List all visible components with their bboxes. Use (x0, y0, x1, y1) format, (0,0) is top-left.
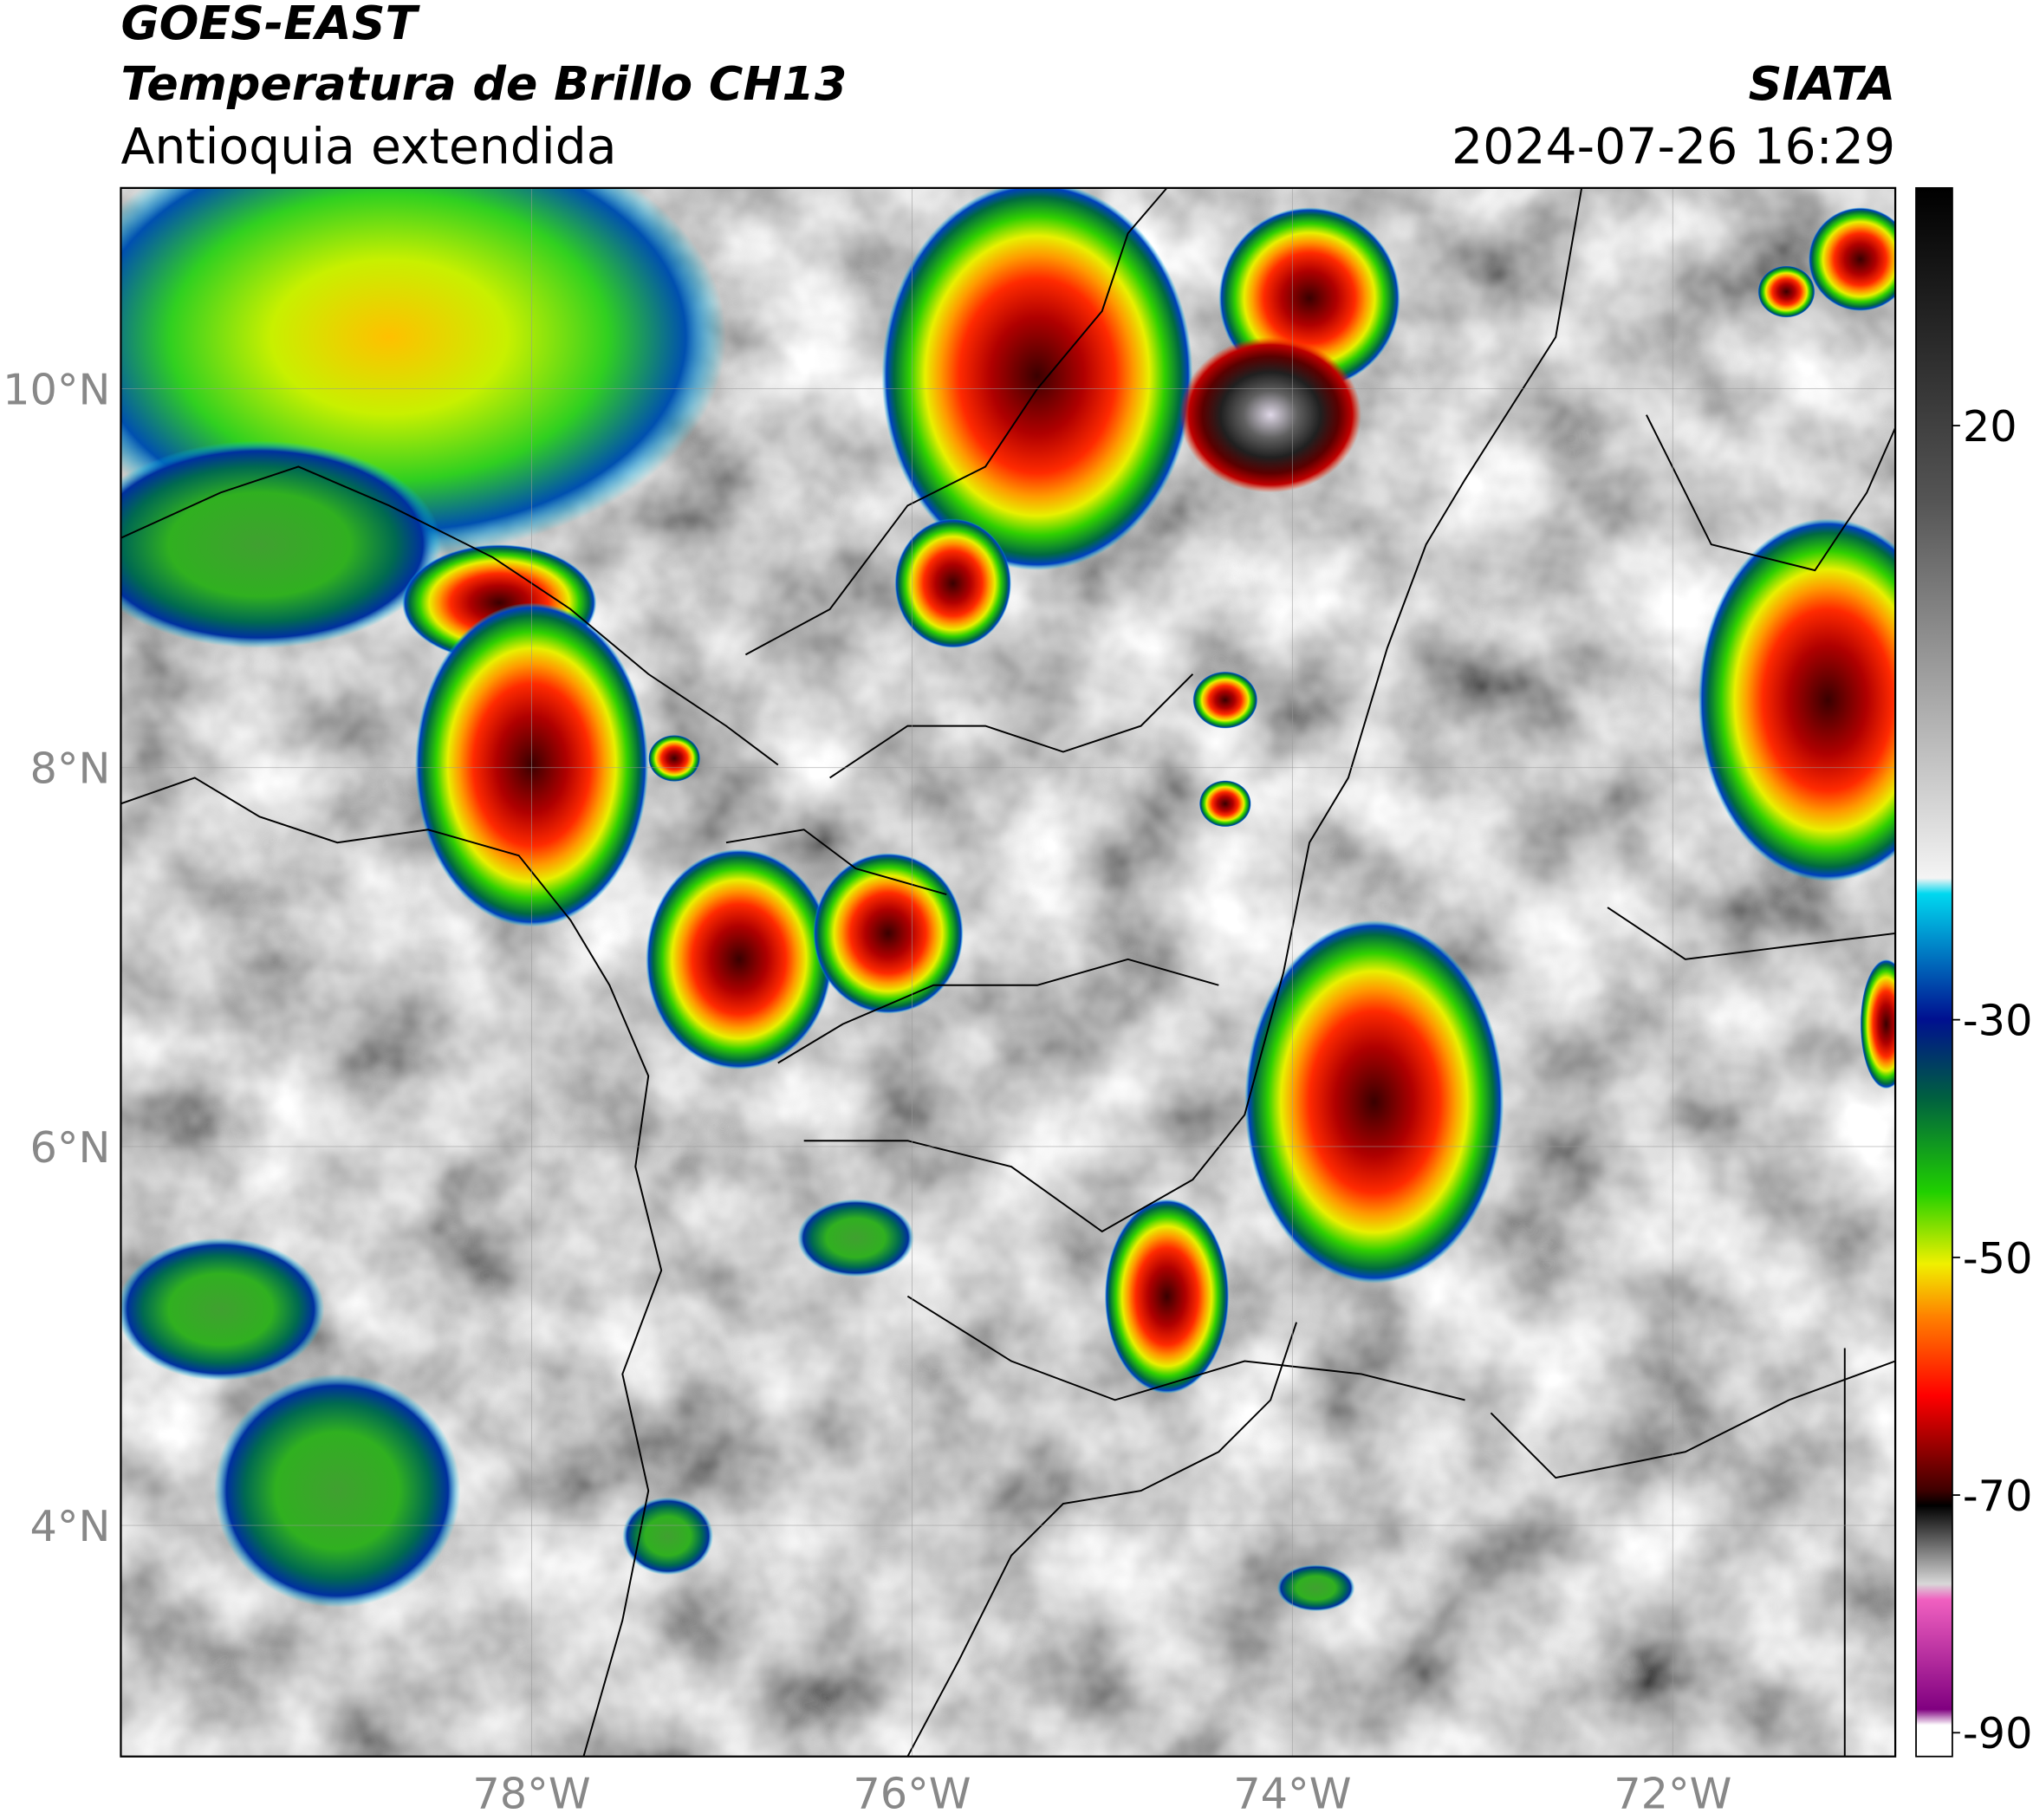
colorbar-tick-label: -30 (1963, 996, 2033, 1046)
source: SIATA (1749, 56, 1896, 111)
lon-tick-label: 76°W (853, 1769, 971, 1819)
lon-tick-label: 72°W (1614, 1769, 1731, 1819)
lat-tick-label: 4°N (30, 1501, 111, 1551)
region: Antioquia extendida (120, 118, 616, 175)
satellite-image (120, 187, 1896, 1757)
title: GOES-EAST (120, 0, 420, 50)
graticule (120, 187, 1896, 1757)
lon-tick-label: 74°W (1233, 1769, 1351, 1819)
lat-tick-label: 10°N (3, 365, 110, 415)
colorbar-tick-label: -90 (1963, 1708, 2033, 1758)
lat-tick-label: 6°N (30, 1122, 111, 1173)
colorbar-tick-label: -70 (1963, 1471, 2033, 1521)
map-frame (120, 186, 1897, 1758)
colorbar-tick-label: 20 (1963, 401, 2017, 452)
lon-tick-label: 78°W (472, 1769, 590, 1819)
datetime: 2024-07-26 16:29 (1452, 118, 1895, 175)
subtitle: Temperatura de Brillo CH13 (120, 56, 847, 111)
colorbar (1915, 186, 1953, 1758)
lat-tick-label: 8°N (30, 744, 111, 794)
colorbar-tick-label: -50 (1963, 1233, 2033, 1284)
